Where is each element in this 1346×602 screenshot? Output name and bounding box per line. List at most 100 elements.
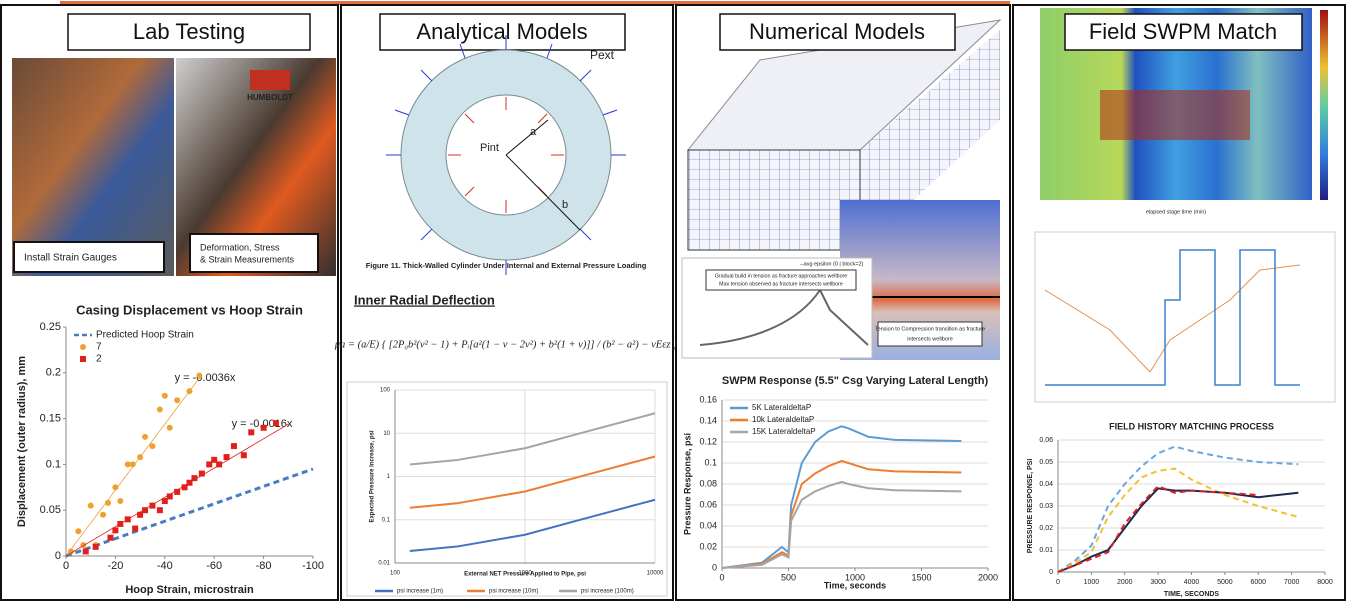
note: intersects wellbore xyxy=(907,336,953,342)
y-tick-label: 0.12 xyxy=(699,436,717,446)
x-tick-label: -20 xyxy=(107,560,123,572)
legend-label: psi increase (100m) xyxy=(581,589,634,595)
point xyxy=(167,425,173,431)
x-tick-label: 1000 xyxy=(1084,579,1100,586)
x-tick-label: 3000 xyxy=(1150,579,1166,586)
y-axis-label: PRESSURE RESPONSE, PSI xyxy=(1027,459,1034,554)
heatmap-x-label: elapsed stage time (min) xyxy=(1146,209,1206,215)
slide: HUMBOLDT Install Strain Gauges Deformati… xyxy=(0,0,1346,602)
y-tick-label: 0 xyxy=(55,550,61,562)
y-tick-label: 0.1 xyxy=(46,458,61,470)
x-tick-label: -60 xyxy=(206,560,222,572)
legend-label: 2 xyxy=(96,354,102,365)
x-tick-label: 7000 xyxy=(1284,579,1300,586)
x-axis-label: External NET Pressure Applied to Pipe, p… xyxy=(464,572,586,578)
y-tick-label: 0.04 xyxy=(1039,481,1053,488)
x-tick-label: 10000 xyxy=(647,571,664,577)
x-tick-label: 100 xyxy=(390,571,401,577)
y-tick-label: 0 xyxy=(1049,569,1053,576)
legend-label: 5K LateraldeltaP xyxy=(752,403,811,412)
note: Gradual build in tension as fracture app… xyxy=(715,273,848,279)
y-tick-label: 0.06 xyxy=(1039,437,1053,444)
series-line xyxy=(722,461,961,568)
y-tick-label: 10 xyxy=(383,431,390,437)
y-tick-label: 0 xyxy=(712,562,717,572)
legend-swatch xyxy=(80,344,86,350)
x-axis-label: Time, seconds xyxy=(824,580,886,590)
y-axis-label: Pressure Response, psi xyxy=(682,433,692,535)
x-tick-label: 8000 xyxy=(1317,579,1333,586)
series-line xyxy=(410,457,655,508)
point xyxy=(231,443,237,449)
y-tick-label: 0.1 xyxy=(704,457,717,467)
panel-title: Field SWPM Match xyxy=(1089,19,1277,44)
legend-label: Predicted Hoop Strain xyxy=(96,330,194,341)
y-tick-label: 0.15 xyxy=(40,413,61,425)
point xyxy=(88,503,94,509)
series-line xyxy=(1058,486,1258,572)
chart-title: SWPM Response (5.5" Csg Varying Lateral … xyxy=(722,375,989,387)
y-tick-label: 0.05 xyxy=(40,504,61,516)
logo xyxy=(250,70,290,90)
series-line xyxy=(722,482,961,568)
legend-swatch xyxy=(80,356,86,362)
y-tick-label: 0.02 xyxy=(699,541,717,551)
x-tick-label: 0 xyxy=(63,560,69,572)
figure-caption: Figure 11. Thick-Walled Cylinder Under I… xyxy=(366,261,647,270)
legend-label: 10k LateraldeltaP xyxy=(752,415,814,424)
y-tick-label: 0.01 xyxy=(378,561,390,567)
x-tick-label: 6000 xyxy=(1250,579,1266,586)
y-tick-label: 1 xyxy=(387,474,391,480)
panel-title: Lab Testing xyxy=(133,19,245,44)
point xyxy=(174,397,180,403)
diagram-label: Pint xyxy=(480,142,499,154)
legend-label: psi increase (1m) xyxy=(397,589,443,595)
series-line xyxy=(410,500,655,551)
y-tick-label: 0.04 xyxy=(699,520,717,530)
point xyxy=(162,393,168,399)
mini-legend: --avg epsilon (0 | block=2) xyxy=(800,261,864,267)
brand: HUMBOLDT xyxy=(247,93,293,102)
x-tick-label: -40 xyxy=(157,560,173,572)
series-line xyxy=(1058,447,1298,572)
colorbar xyxy=(1320,10,1328,200)
caption-box xyxy=(190,234,318,272)
heading: Inner Radial Deflection xyxy=(354,292,495,307)
diagram-label: b xyxy=(562,199,568,211)
chart-title: FIELD HISTORY MATCHING PROCESS xyxy=(1109,421,1274,431)
series-line xyxy=(410,413,655,464)
x-tick-label: 2000 xyxy=(978,572,998,582)
point xyxy=(117,498,123,504)
x-tick-label: 5000 xyxy=(1217,579,1233,586)
x-axis-label: Hoop Strain, microstrain xyxy=(125,584,254,596)
legend-label: psi increase (10m) xyxy=(489,589,538,595)
x-tick-label: 4000 xyxy=(1184,579,1200,586)
panel-title: Numerical Models xyxy=(749,19,925,44)
mesh-front xyxy=(688,150,860,250)
x-tick-label: 1500 xyxy=(911,572,931,582)
series-line xyxy=(1058,488,1298,572)
y-tick-label: 0.05 xyxy=(1039,459,1053,466)
y-tick-label: 0.25 xyxy=(40,321,61,333)
y-tick-label: 0.08 xyxy=(699,478,717,488)
y-tick-label: 0.01 xyxy=(1039,547,1053,554)
x-tick-label: 0 xyxy=(1056,579,1060,586)
caption: & Strain Measurements xyxy=(200,254,295,264)
note: Tension to Compression transition as fra… xyxy=(875,326,985,332)
note: Max tension observed as fracture interse… xyxy=(719,281,843,287)
x-tick-label: -100 xyxy=(302,560,324,572)
x-tick-label: -80 xyxy=(256,560,272,572)
y-tick-label: 0.06 xyxy=(699,499,717,509)
point xyxy=(241,452,247,458)
point xyxy=(273,420,279,426)
point xyxy=(75,528,81,534)
annotation: y = -0.0036x xyxy=(175,372,236,384)
legend-label: 7 xyxy=(96,342,102,353)
y-tick-label: 0.14 xyxy=(699,415,717,425)
y-tick-label: 0.1 xyxy=(382,517,391,523)
y-tick-label: 0.16 xyxy=(699,394,717,404)
legend-label: 15K LateraldeltaP xyxy=(752,427,816,436)
y-tick-label: 0.2 xyxy=(46,367,61,379)
panel-title: Analytical Models xyxy=(416,19,587,44)
y-axis-label: Expected Pressure Increase, psi xyxy=(370,430,376,522)
